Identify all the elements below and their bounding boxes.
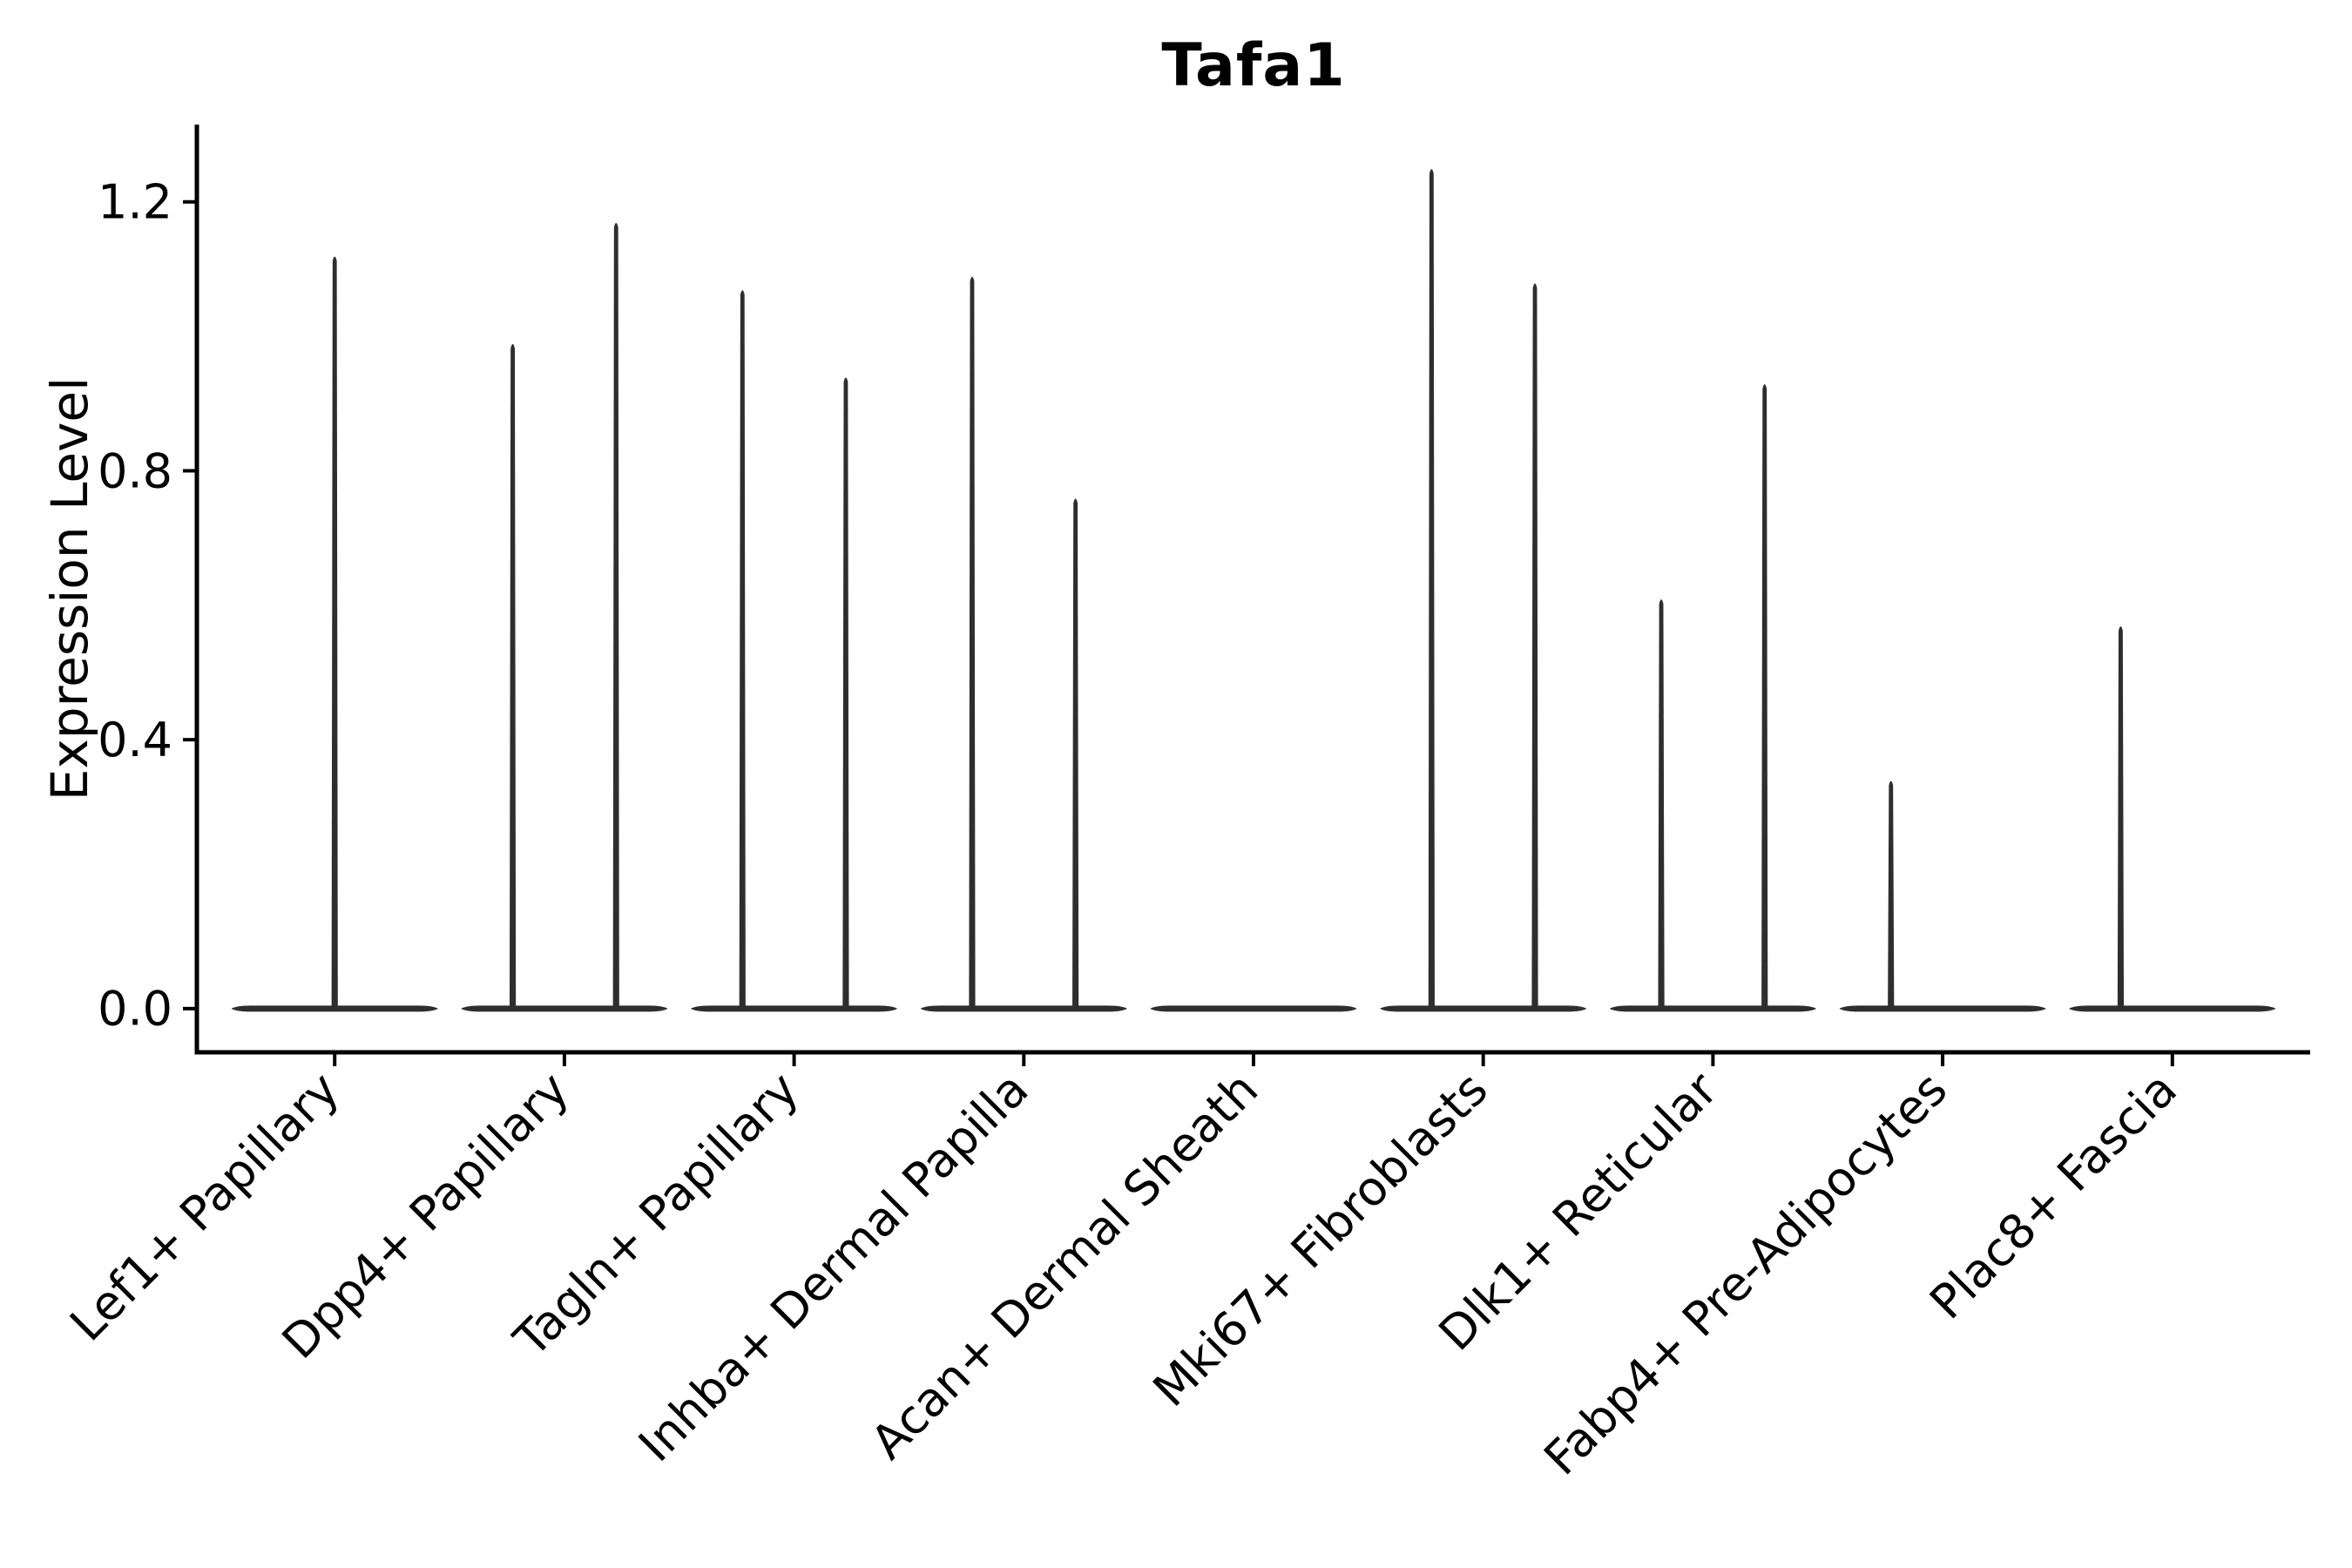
chart-title: Tafa1 — [1161, 31, 1346, 100]
y-tick-label: 1.2 — [98, 175, 172, 230]
violin-base — [1380, 1005, 1587, 1012]
violin-spike — [1658, 599, 1665, 1009]
violin-base — [2069, 1005, 2276, 1012]
violin-spike — [969, 276, 976, 1009]
violin-spike — [612, 222, 619, 1009]
y-tick-label: 0.8 — [98, 443, 172, 498]
violin-base — [1150, 1005, 1357, 1012]
violin-base — [920, 1005, 1127, 1012]
y-tick-label: 0.4 — [98, 713, 172, 767]
y-tick-label: 0.0 — [98, 982, 172, 1037]
violin-spike — [1072, 498, 1079, 1009]
violin-spike — [509, 343, 517, 1009]
violin-spike — [1531, 283, 1538, 1009]
violin-spike — [842, 377, 849, 1009]
violin-spike — [2117, 625, 2125, 1009]
violin-spike — [331, 256, 338, 1009]
x-tick-label: Fabp4+ Pre-Adipocytes — [1533, 1062, 1957, 1486]
violin-spike — [1888, 781, 1895, 1009]
violin-base — [1839, 1005, 2046, 1012]
x-tick-label: Inhba+ Dermal Papilla — [628, 1062, 1038, 1472]
violin-base — [690, 1005, 898, 1012]
violin-base — [461, 1005, 668, 1012]
violin-base — [1609, 1005, 1817, 1012]
x-tick-label: Plac8+ Fascia — [1919, 1062, 2187, 1330]
violin-spike — [739, 290, 746, 1009]
violin-spike — [1761, 384, 1768, 1009]
x-tick-label: Acan+ Dermal Sheath — [861, 1062, 1268, 1470]
violin-spike — [1428, 169, 1435, 1009]
